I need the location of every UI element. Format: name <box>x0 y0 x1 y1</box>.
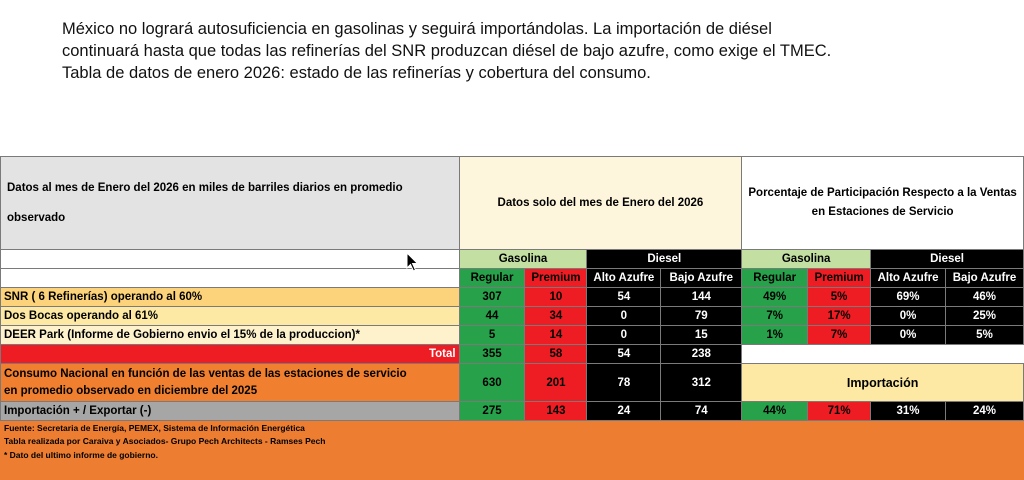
cell: 307 <box>458 287 526 307</box>
intro-line: México no logrará autosuficiencia en gas… <box>62 20 772 38</box>
importacion-header: Importación <box>741 363 1024 402</box>
intro-line: Tabla de datos de enero 2026: estado de … <box>62 64 651 82</box>
cell: 34 <box>524 306 588 326</box>
blank-cell <box>0 249 460 269</box>
header-data: Datos solo del mes de Enero del 2026 <box>458 156 743 250</box>
cell: 71% <box>807 401 872 421</box>
footer-line: Fuente: Secretaria de Energía, PEMEX, Si… <box>4 423 305 433</box>
footer-line: Tabla realizada por Caraiva y Asociados-… <box>4 436 326 446</box>
header-bajo: Bajo Azufre <box>660 268 743 288</box>
header-diesel: Diesel <box>586 249 743 269</box>
header-premium-pct: Premium <box>807 268 872 288</box>
intro-text: México no logrará autosuficiencia en gas… <box>62 18 1002 84</box>
cell: 69% <box>870 287 946 307</box>
cell: 7% <box>807 325 872 345</box>
cell: 54 <box>586 344 662 364</box>
cell: 5 <box>458 325 526 345</box>
header-diesel-pct: Diesel <box>870 249 1024 269</box>
cell: 49% <box>741 287 809 307</box>
cell: 46% <box>944 287 1024 307</box>
header-gasolina-pct: Gasolina <box>741 249 872 269</box>
importacion-label: Importación + / Exportar (-) <box>0 401 460 421</box>
cell: 15 <box>660 325 743 345</box>
cell: 630 <box>458 363 526 402</box>
cell: 79 <box>660 306 743 326</box>
table-row: SNR ( 6 Refinerías) operando al 60% 307 … <box>0 287 1024 307</box>
cell: 24% <box>944 401 1024 421</box>
table-title: Datos al mes de Enero del 2026 en miles … <box>0 156 460 250</box>
cell: 74 <box>660 401 743 421</box>
header-gasolina: Gasolina <box>458 249 588 269</box>
row-label: DEER Park (Informe de Gobierno envio el … <box>0 325 460 345</box>
intro-line: continuará hasta que todas las refinería… <box>62 42 832 60</box>
cell: 24 <box>586 401 662 421</box>
cell: 31% <box>870 401 946 421</box>
cell: 355 <box>458 344 526 364</box>
cell: 54 <box>586 287 662 307</box>
cell: 25% <box>944 306 1024 326</box>
cell: 5% <box>944 325 1024 345</box>
data-table: Datos al mes de Enero del 2026 en miles … <box>0 156 1024 421</box>
importacion-row: Importación + / Exportar (-) 275 143 24 … <box>0 401 1024 421</box>
cell: 44 <box>458 306 526 326</box>
cell: 14 <box>524 325 588 345</box>
header-alto-pct: Alto Azufre <box>870 268 946 288</box>
blank-cell <box>741 344 1024 364</box>
cell: 44% <box>741 401 809 421</box>
cell: 7% <box>741 306 809 326</box>
header-regular-pct: Regular <box>741 268 809 288</box>
consumo-label-line: en promedio observado en diciembre del 2… <box>4 384 258 397</box>
cell: 238 <box>660 344 743 364</box>
table-row: Dos Bocas operando al 61% 44 34 0 79 7% … <box>0 306 1024 326</box>
header-regular: Regular <box>458 268 526 288</box>
cell: 143 <box>524 401 588 421</box>
cell: 58 <box>524 344 588 364</box>
cell: 0 <box>586 325 662 345</box>
table-row: DEER Park (Informe de Gobierno envio el … <box>0 325 1024 345</box>
header-percent: Porcentaje de Participación Respecto a l… <box>741 156 1024 250</box>
cell: 0 <box>586 306 662 326</box>
footer-line: * Dato del ultimo informe de gobierno. <box>4 450 158 460</box>
cell: 1% <box>741 325 809 345</box>
cell: 201 <box>524 363 588 402</box>
header-alto: Alto Azufre <box>586 268 662 288</box>
cell: 275 <box>458 401 526 421</box>
cell: 78 <box>586 363 662 402</box>
cell: 10 <box>524 287 588 307</box>
header-premium: Premium <box>524 268 588 288</box>
header-bajo-pct: Bajo Azufre <box>944 268 1024 288</box>
mouse-cursor-icon <box>406 251 420 272</box>
footer: Fuente: Secretaria de Energía, PEMEX, Si… <box>0 421 1024 480</box>
cell: 312 <box>660 363 743 402</box>
cell: 0% <box>870 306 946 326</box>
total-row: Total 355 58 54 238 <box>0 344 1024 364</box>
blank-cell <box>0 268 460 288</box>
consumo-label-line: Consumo Nacional en función de las venta… <box>4 367 407 380</box>
row-label: Dos Bocas operando al 61% <box>0 306 460 326</box>
cell: 17% <box>807 306 872 326</box>
cell: 0% <box>870 325 946 345</box>
consumo-label: Consumo Nacional en función de las venta… <box>0 363 460 402</box>
total-label: Total <box>0 344 460 364</box>
row-label: SNR ( 6 Refinerías) operando al 60% <box>0 287 460 307</box>
cell: 5% <box>807 287 872 307</box>
cell: 144 <box>660 287 743 307</box>
consumo-row: Consumo Nacional en función de las venta… <box>0 363 1024 402</box>
